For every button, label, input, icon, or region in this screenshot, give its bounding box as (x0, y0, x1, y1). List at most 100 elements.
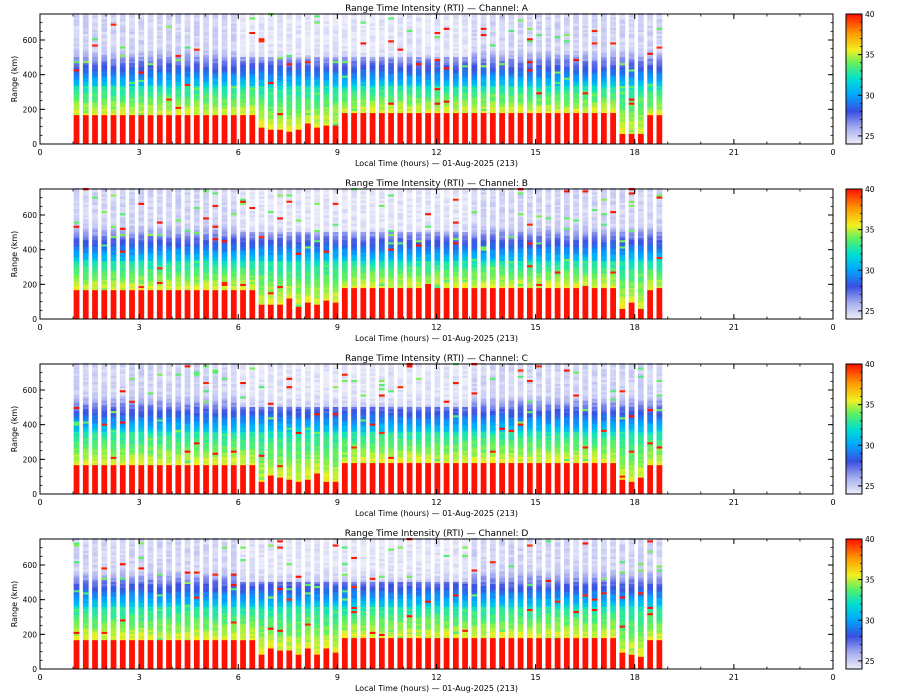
heatmap-cell (249, 106, 256, 109)
heatmap-cell (471, 54, 478, 57)
heatmap-cell (92, 231, 98, 235)
heatmap-cell (508, 114, 515, 118)
heatmap-cell (397, 104, 404, 107)
heatmap-cell (129, 135, 135, 139)
heatmap-cell (554, 50, 561, 53)
heatmap-cell (249, 87, 256, 91)
heatmap-cell (591, 21, 598, 24)
heatmap-cell (637, 102, 644, 105)
heatmap-cell (647, 64, 653, 68)
heatmap-cell (166, 87, 172, 91)
heatmap-cell (573, 135, 579, 139)
heatmap-cell (129, 267, 135, 270)
heatmap-cell (600, 100, 607, 103)
heatmap-cell (397, 135, 404, 139)
heatmap-cell (480, 29, 487, 32)
heatmap-cell (82, 42, 89, 45)
heatmap-cell (92, 244, 98, 247)
heatmap-cell (554, 56, 561, 60)
heatmap-cell (82, 273, 89, 276)
heatmap-cell (360, 31, 367, 35)
heatmap-cell (443, 129, 450, 132)
heatmap-cell (92, 87, 98, 91)
heatmap-cell (656, 89, 663, 93)
heatmap-cell (600, 25, 607, 28)
heatmap-cell (304, 29, 311, 32)
heatmap-cell (351, 133, 357, 136)
heatmap-cell (369, 60, 376, 64)
heatmap-cell (73, 23, 80, 26)
heatmap-cell (184, 44, 191, 47)
heatmap-cell (119, 129, 126, 132)
heatmap-cell (443, 52, 450, 55)
heatmap-cell (545, 58, 552, 62)
heatmap-cell (314, 60, 320, 64)
heatmap-cell (554, 79, 561, 82)
heatmap-cell (610, 46, 616, 49)
heatmap-cell (369, 79, 376, 82)
heatmap-cell (221, 89, 228, 93)
heatmap-cell (332, 114, 339, 118)
heatmap-cell (166, 227, 172, 230)
heatmap-cell (138, 108, 145, 112)
heatmap-cell (388, 71, 394, 74)
heatmap-cell (591, 23, 598, 26)
heatmap-cell (184, 304, 191, 307)
heatmap-cell (119, 306, 126, 309)
heatmap-cell (517, 75, 524, 78)
heatmap-cell (369, 23, 376, 26)
heatmap-cell (332, 121, 339, 124)
heatmap-cell (184, 79, 191, 82)
heatmap-cell (415, 21, 422, 24)
heatmap-cell (110, 267, 117, 270)
heatmap-cell (600, 77, 607, 80)
heatmap-cell (388, 29, 394, 32)
heatmap-cell (499, 100, 505, 103)
heatmap-cell (332, 129, 339, 132)
heatmap-cell (360, 94, 367, 97)
heatmap-cell (304, 141, 311, 145)
heatmap-cell (129, 264, 135, 268)
heatmap-cell (240, 108, 246, 112)
heatmap-cell (295, 23, 302, 26)
heatmap-cell (92, 269, 98, 272)
heatmap-cell (147, 242, 154, 245)
heatmap (73, 187, 663, 320)
heatmap-cell (647, 89, 653, 93)
heatmap-cell (129, 131, 135, 134)
heatmap-cell (119, 62, 126, 66)
heatmap-cell (462, 23, 468, 26)
heatmap-cell (619, 69, 626, 72)
heatmap-cell (175, 139, 182, 143)
heatmap-cell (360, 102, 367, 105)
heatmap-cell (591, 135, 598, 139)
heatmap-cell (240, 35, 246, 39)
heatmap-cell (656, 125, 663, 128)
heatmap-cell (129, 302, 135, 305)
heatmap-cell (166, 298, 172, 301)
heatmap-cell (471, 40, 478, 43)
heatmap-cell (138, 250, 145, 253)
heatmap-cell (286, 110, 293, 114)
heatmap-cell (452, 77, 459, 80)
heatmap-cell (462, 17, 468, 20)
heatmap-cell (360, 83, 367, 87)
heatmap-cell (378, 83, 385, 87)
heatmap-cell (499, 119, 505, 122)
heatmap-cell (526, 56, 533, 60)
heatmap-cell (619, 123, 626, 126)
heatmap-cell (545, 100, 552, 103)
heatmap-cell (92, 198, 98, 201)
heatmap-cell (267, 141, 274, 145)
heatmap-cell (156, 210, 163, 214)
heatmap-cell (129, 100, 135, 103)
heatmap-cell (156, 129, 163, 132)
heatmap-cell (119, 35, 126, 39)
heatmap-cell (314, 58, 320, 62)
heatmap-cell (536, 141, 542, 145)
heatmap-cell (138, 114, 145, 118)
heatmap-cell (304, 89, 311, 93)
heatmap-cell (129, 62, 135, 66)
heatmap-cell (249, 79, 256, 82)
heatmap-cell (526, 135, 533, 139)
